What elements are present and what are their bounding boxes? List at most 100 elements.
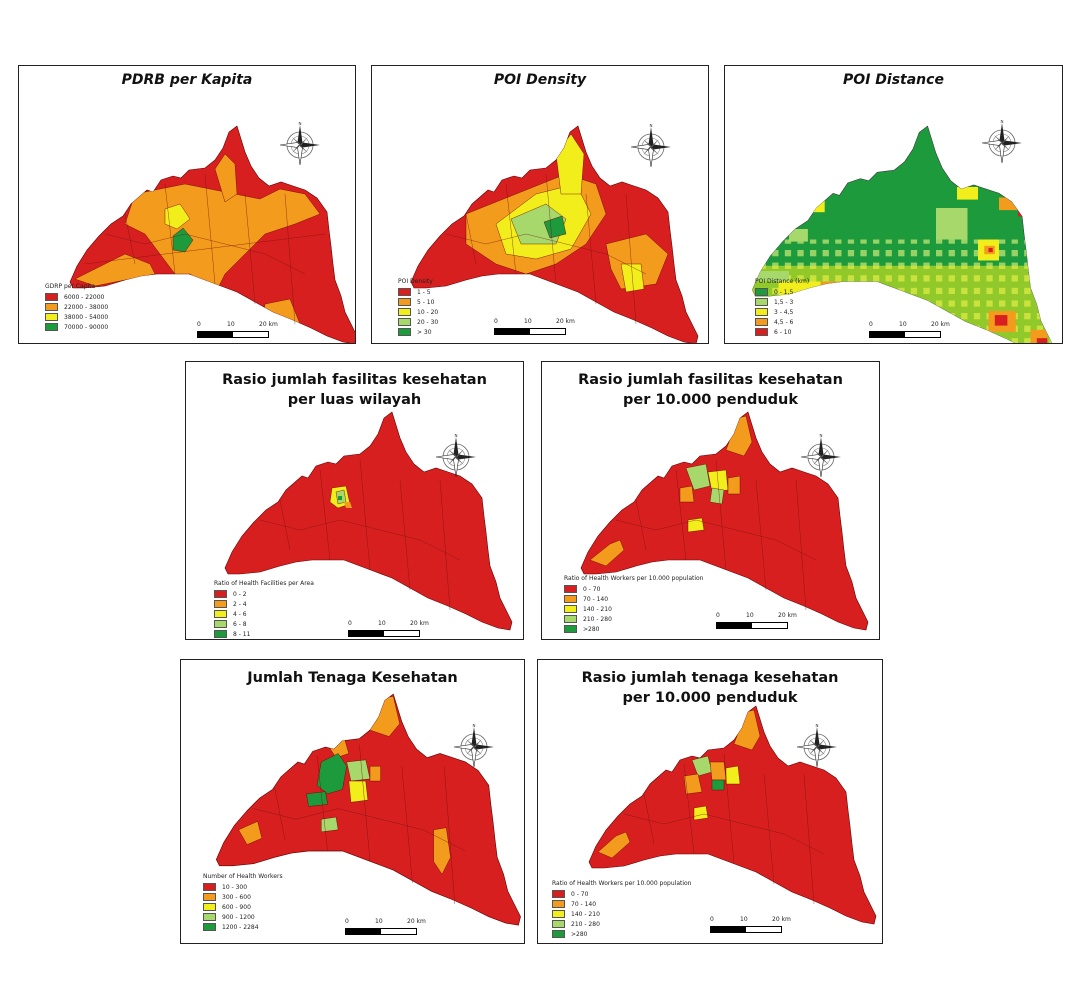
scale-bar: 0 10 20 km [348, 620, 468, 639]
map-legend: GDRP per Capita 6000 - 22000 22000 - 380… [45, 283, 108, 332]
scale-tick: 20 km [931, 321, 950, 328]
legend-item: 6000 - 22000 [45, 292, 108, 302]
legend-item: 10 - 20 [398, 307, 438, 317]
north-arrow-compass-icon [628, 122, 674, 170]
legend-title: POI Density [398, 278, 433, 285]
map-legend: Ratio of Health Workers per 10.000 popul… [552, 880, 692, 939]
legend-label: 140 - 210 [583, 605, 612, 613]
legend-title: Number of Health Workers [203, 873, 283, 880]
region-map [751, 125, 1055, 343]
legend-label: 5 - 10 [417, 298, 435, 306]
map-legend: Number of Health Workers 10 - 300 300 - … [203, 873, 283, 932]
map-panel-ratio-area: Rasio jumlah fasilitas kesehatan per lua… [185, 361, 524, 640]
legend-item: 4 - 6 [214, 609, 314, 619]
legend-label: 20 - 30 [417, 318, 439, 326]
map-panel-workers: Jumlah Tenaga Kesehatan [180, 659, 525, 944]
legend-label: 0 - 2 [233, 590, 247, 598]
legend-item: 0 - 70 [564, 584, 704, 594]
scale-tick: 20 km [407, 918, 426, 925]
legend-title: Ratio of Health Workers per 10.000 popul… [552, 880, 692, 887]
map-title-line: per 10.000 penduduk [622, 690, 798, 706]
legend-label: 70 - 140 [571, 900, 597, 908]
legend-label: 210 - 280 [583, 615, 612, 623]
map-title: POI Density [372, 72, 708, 88]
legend-item: 4,5 - 6 [755, 317, 809, 327]
legend-title: Ratio of Health Workers per 10.000 popul… [564, 575, 704, 582]
legend-label: 4,5 - 6 [774, 318, 794, 326]
legend-item: 8 - 11 [214, 629, 314, 639]
legend-item: 5 - 10 [398, 297, 438, 307]
legend-label: 70000 - 90000 [64, 323, 109, 331]
scale-tick: 10 [899, 321, 907, 328]
map-title-line: Jumlah Tenaga Kesehatan [247, 670, 458, 686]
map-panel-poi-density: POI Density POI Density 1 - 5 [371, 65, 709, 344]
legend-label: 0 - 1,5 [774, 288, 794, 296]
legend-item: 22000 - 38000 [45, 302, 108, 312]
scale-bar: 0 10 20 km [869, 321, 989, 343]
scale-tick: 20 km [778, 612, 797, 619]
legend-item: 3 - 4,5 [755, 307, 809, 317]
legend-label: 10 - 300 [222, 883, 248, 891]
map-panel-ratio-workers: Rasio jumlah tenaga kesehatan per 10.000… [537, 659, 883, 944]
scale-bar: 0 10 20 km [197, 321, 317, 343]
map-legend: POI Distance (km) 0 - 1,5 1,5 - 3 3 - 4,… [755, 278, 809, 337]
legend-title: Ratio of Health Facilities per Area [214, 580, 314, 587]
scale-tick: 0 [869, 321, 873, 328]
legend-label: 0 - 70 [571, 890, 589, 898]
map-title: Rasio jumlah tenaga kesehatan per 10.000… [538, 668, 882, 708]
scale-tick: 10 [378, 620, 386, 627]
legend-label: 1 - 5 [417, 288, 431, 296]
region-map [588, 705, 877, 925]
legend-label: 300 - 600 [222, 893, 251, 901]
legend-item: 2 - 4 [214, 599, 314, 609]
scale-tick: 0 [710, 916, 714, 923]
map-legend: POI Density 1 - 5 5 - 10 10 - 20 20 - 30… [398, 278, 438, 337]
map-title-line: Rasio jumlah fasilitas kesehatan [578, 372, 843, 388]
legend-item: 70 - 140 [552, 899, 692, 909]
legend-label: >280 [571, 930, 588, 938]
map-panel-ratio-pop-facilities: Rasio jumlah fasilitas kesehatan per 10.… [541, 361, 880, 640]
legend-item: 20 - 30 [398, 317, 438, 327]
region-map [410, 125, 699, 343]
north-arrow-compass-icon [979, 118, 1025, 166]
legend-label: 38000 - 54000 [64, 313, 109, 321]
map-title-line: per luas wilayah [287, 392, 422, 408]
legend-item: 6 - 10 [755, 327, 809, 337]
scale-tick: 10 [740, 916, 748, 923]
region-map [215, 693, 522, 926]
legend-item: 0 - 70 [552, 889, 692, 899]
legend-item: 1,5 - 3 [755, 297, 809, 307]
legend-item: > 30 [398, 327, 438, 337]
map-panel-poi-distance: POI Distance [724, 65, 1063, 344]
scale-tick: 10 [746, 612, 754, 619]
legend-label: 0 - 70 [583, 585, 601, 593]
legend-item: 1200 - 2284 [203, 922, 283, 932]
north-arrow-compass-icon [451, 722, 497, 770]
map-title-line: Rasio jumlah fasilitas kesehatan [222, 372, 487, 388]
legend-item: 38000 - 54000 [45, 312, 108, 322]
legend-item: 1 - 5 [398, 287, 438, 297]
map-title-line: POI Distance [843, 72, 944, 88]
legend-title: POI Distance (km) [755, 278, 810, 285]
scale-tick: 0 [345, 918, 349, 925]
map-title-line: per 10.000 penduduk [623, 392, 798, 408]
map-title: PDRB per Kapita [19, 72, 355, 88]
region-map [224, 411, 513, 631]
scale-tick: 20 km [259, 321, 278, 328]
legend-item: 0 - 1,5 [755, 287, 809, 297]
scale-tick: 10 [524, 318, 532, 325]
scale-bar: 0 10 20 km [716, 612, 836, 634]
legend-item: 0 - 2 [214, 589, 314, 599]
legend-label: 8 - 11 [233, 630, 251, 638]
map-title-line: PDRB per Kapita [121, 72, 253, 88]
legend-label: 6 - 10 [774, 328, 792, 336]
legend-item: 900 - 1200 [203, 912, 283, 922]
map-title: Rasio jumlah fasilitas kesehatan per lua… [186, 370, 523, 410]
legend-item: 300 - 600 [203, 892, 283, 902]
legend-title: GDRP per Capita [45, 283, 96, 290]
map-title: Jumlah Tenaga Kesehatan [181, 668, 524, 688]
legend-item: 6 - 8 [214, 619, 314, 629]
legend-label: 6000 - 22000 [64, 293, 105, 301]
legend-label: 22000 - 38000 [64, 303, 109, 311]
map-legend: Ratio of Health Workers per 10.000 popul… [564, 575, 704, 634]
